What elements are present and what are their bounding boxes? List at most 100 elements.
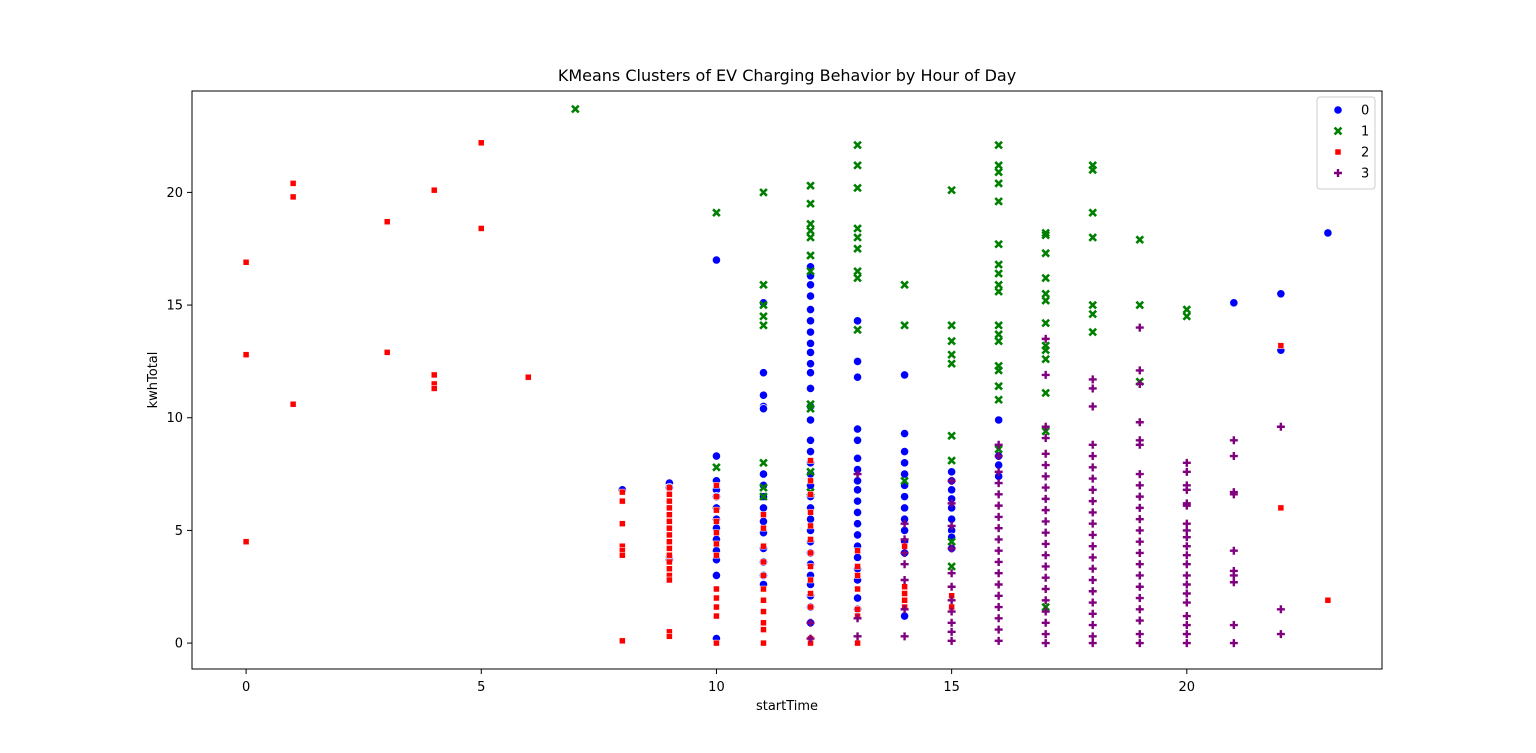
data-point xyxy=(994,557,1003,566)
y-tick-label: 20 xyxy=(166,186,183,201)
data-point xyxy=(947,582,956,591)
data-point xyxy=(900,575,909,584)
data-point xyxy=(1135,560,1144,569)
data-point xyxy=(571,104,580,114)
data-point xyxy=(994,501,1003,510)
data-point xyxy=(1041,494,1050,503)
data-point xyxy=(900,321,909,330)
data-point xyxy=(1041,607,1050,616)
series-3 xyxy=(806,323,1285,648)
data-point xyxy=(1041,230,1051,240)
x-tick-label: 15 xyxy=(943,680,960,695)
data-point xyxy=(1276,289,1286,299)
data-point xyxy=(760,572,767,579)
data-point xyxy=(1041,273,1051,283)
data-point xyxy=(807,491,814,498)
data-point xyxy=(994,161,1003,170)
data-point xyxy=(760,542,767,550)
data-point xyxy=(806,404,815,414)
data-point xyxy=(1041,388,1051,398)
data-point xyxy=(1088,598,1097,607)
legend-label: 0 xyxy=(1361,104,1369,119)
data-point xyxy=(807,549,814,557)
data-point xyxy=(759,188,768,197)
data-point xyxy=(1088,530,1097,539)
data-point xyxy=(1041,289,1051,299)
data-point xyxy=(1182,501,1191,510)
data-point xyxy=(1041,449,1050,458)
data-point xyxy=(805,338,816,348)
data-point xyxy=(900,560,909,569)
data-point xyxy=(1135,515,1144,524)
data-point xyxy=(666,518,673,525)
data-point xyxy=(806,618,815,627)
data-point xyxy=(713,603,720,611)
y-tick-label: 5 xyxy=(175,524,183,539)
data-point xyxy=(1135,503,1144,512)
data-point xyxy=(899,370,910,380)
legend-marker xyxy=(1333,105,1343,115)
data-point xyxy=(853,233,862,242)
data-point xyxy=(666,538,673,545)
legend-marker xyxy=(1333,126,1343,136)
data-point xyxy=(478,225,485,232)
data-point xyxy=(1182,526,1191,535)
data-point xyxy=(807,536,814,543)
data-point xyxy=(947,636,956,645)
data-point xyxy=(713,612,720,620)
data-point xyxy=(619,497,626,505)
data-point xyxy=(1182,533,1191,542)
data-point xyxy=(1276,605,1285,614)
legend-label: 1 xyxy=(1361,125,1369,140)
data-point xyxy=(1135,366,1144,375)
data-point xyxy=(1135,418,1144,427)
data-point xyxy=(713,482,720,489)
y-tick-label: 0 xyxy=(175,637,183,652)
data-point xyxy=(713,585,720,593)
data-point xyxy=(994,280,1003,290)
data-point xyxy=(1088,233,1098,242)
data-point xyxy=(994,452,1003,461)
data-point xyxy=(807,522,814,530)
legend-item-2: 2 xyxy=(1334,146,1369,161)
data-point xyxy=(805,401,816,412)
data-point xyxy=(1041,630,1050,639)
data-point xyxy=(947,321,956,330)
data-point xyxy=(759,321,768,330)
data-point xyxy=(852,485,863,495)
data-point xyxy=(1041,551,1050,560)
data-point xyxy=(853,224,862,233)
data-point xyxy=(1041,434,1050,443)
data-point xyxy=(805,316,816,326)
data-point xyxy=(994,467,1003,476)
data-point xyxy=(994,625,1003,634)
data-point xyxy=(805,446,816,457)
x-axis-label: startTime xyxy=(756,699,818,714)
data-point xyxy=(1135,605,1144,614)
data-point xyxy=(666,551,673,559)
data-point xyxy=(1088,452,1097,461)
data-point xyxy=(853,470,862,479)
data-point xyxy=(1135,548,1144,557)
data-point xyxy=(1135,594,1144,603)
data-point xyxy=(947,499,956,508)
data-point xyxy=(994,330,1003,339)
data-point xyxy=(666,565,673,572)
data-point xyxy=(759,312,768,321)
data-point xyxy=(994,239,1003,249)
data-point xyxy=(619,488,626,496)
data-point xyxy=(760,585,767,593)
y-tick-label: 10 xyxy=(166,411,183,426)
data-point xyxy=(901,542,908,550)
data-point xyxy=(1088,519,1097,528)
data-point xyxy=(1088,497,1097,506)
data-point xyxy=(758,368,769,378)
data-point xyxy=(1088,575,1097,584)
data-point xyxy=(1041,472,1050,481)
data-point xyxy=(1088,208,1098,218)
data-point xyxy=(805,368,816,378)
data-point xyxy=(852,356,863,367)
data-point xyxy=(1088,165,1098,175)
data-point xyxy=(1088,564,1097,573)
data-point xyxy=(854,547,861,554)
